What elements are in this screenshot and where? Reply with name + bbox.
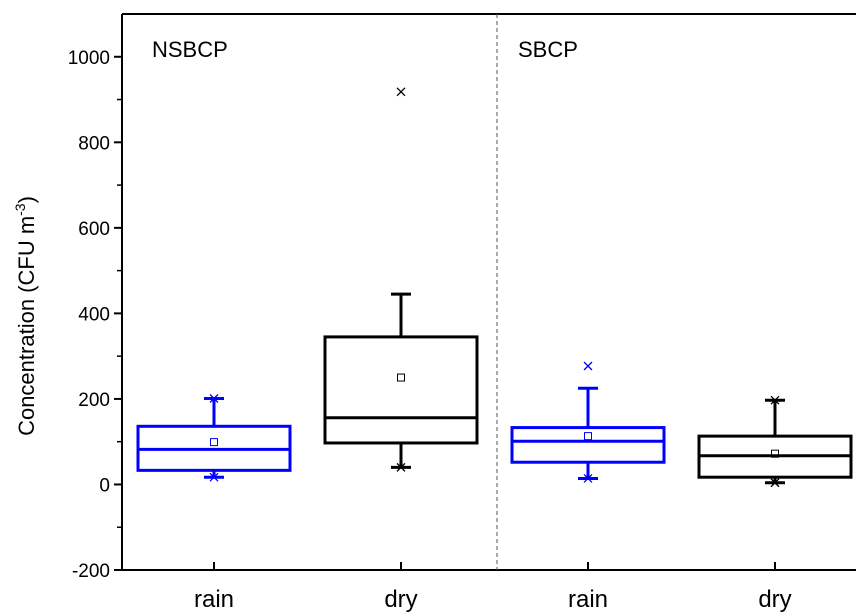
max-marker <box>209 394 219 403</box>
y-axis-ticks: -200 0 200 400 600 800 1000 <box>68 48 122 582</box>
labels: Concentration (CFU m-3) NSBCP SBCP rain … <box>12 37 792 612</box>
y-tick-label-3: 400 <box>78 304 110 325</box>
box-sbcp-dry <box>697 395 853 488</box>
y-tick-label-0: -200 <box>72 561 110 582</box>
mean-marker <box>771 449 779 458</box>
iqr-box <box>510 426 666 464</box>
category-label-nsbcp-rain: rain <box>194 586 234 612</box>
y-tick-label-5: 800 <box>78 133 110 154</box>
category-label-sbcp-rain: rain <box>568 586 608 612</box>
box-sbcp-rain <box>510 361 666 483</box>
mean-marker <box>210 438 218 447</box>
boxes <box>136 87 853 488</box>
iqr-box <box>323 335 479 445</box>
min-marker <box>209 472 219 482</box>
max-marker <box>770 395 780 405</box>
mean-marker <box>397 373 405 382</box>
y-tick-label-1: 0 <box>99 475 110 496</box>
max-marker <box>396 87 406 97</box>
y-tick-label-4: 600 <box>78 219 110 240</box>
y-axis-label: Concentration (CFU m-3) <box>12 196 39 436</box>
min-marker <box>583 474 593 483</box>
y-tick-label-2: 200 <box>78 390 110 411</box>
mean-marker <box>584 432 592 441</box>
panel-label-sbcp: SBCP <box>518 37 578 62</box>
min-marker <box>396 462 406 472</box>
box-nsbcp-dry <box>323 87 479 472</box>
box-nsbcp-rain <box>136 394 292 482</box>
axes <box>121 13 856 571</box>
max-marker <box>583 361 593 371</box>
panel-label-nsbcp: NSBCP <box>152 37 228 62</box>
category-label-sbcp-dry: dry <box>758 586 791 612</box>
min-marker <box>770 478 780 488</box>
y-tick-label-6: 1000 <box>68 48 110 69</box>
category-label-nsbcp-dry: dry <box>384 586 417 612</box>
